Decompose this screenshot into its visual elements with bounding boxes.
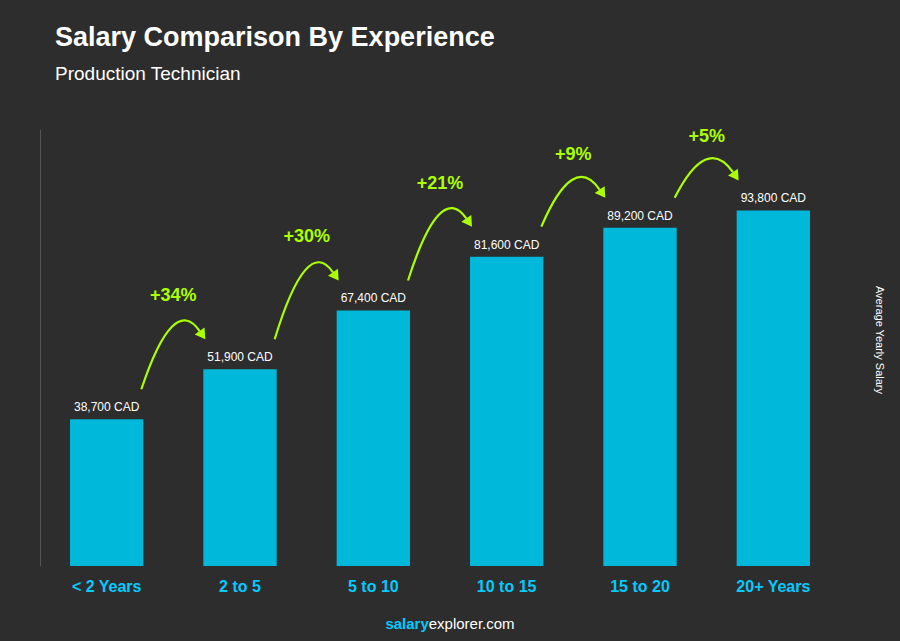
- svg-text:51,900 CAD: 51,900 CAD: [207, 350, 273, 364]
- svg-text:Production Technician: Production Technician: [55, 63, 241, 84]
- svg-text:89,200 CAD: 89,200 CAD: [607, 209, 673, 223]
- svg-text:salary: salary: [385, 615, 429, 632]
- svg-text:+34%: +34%: [150, 285, 197, 305]
- svg-text:20+ Years: 20+ Years: [736, 578, 810, 595]
- svg-text:38,700 CAD: 38,700 CAD: [74, 400, 140, 414]
- svg-text:10 to 15: 10 to 15: [477, 578, 537, 595]
- svg-text:+30%: +30%: [283, 226, 330, 246]
- svg-text:explorer.com: explorer.com: [429, 615, 515, 632]
- svg-text:< 2 Years: < 2 Years: [72, 578, 142, 595]
- svg-text:81,600 CAD: 81,600 CAD: [474, 238, 540, 252]
- svg-text:Salary Comparison By Experienc: Salary Comparison By Experience: [55, 22, 495, 52]
- svg-text:+5%: +5%: [688, 126, 725, 146]
- svg-text:15 to 20: 15 to 20: [610, 578, 670, 595]
- svg-text:93,800 CAD: 93,800 CAD: [741, 191, 807, 205]
- svg-text:67,400 CAD: 67,400 CAD: [341, 291, 407, 305]
- svg-text:+21%: +21%: [417, 173, 464, 193]
- svg-text:Average Yearly Salary: Average Yearly Salary: [874, 286, 886, 395]
- svg-text:2 to 5: 2 to 5: [219, 578, 261, 595]
- svg-text:5 to 10: 5 to 10: [348, 578, 399, 595]
- svg-text:+9%: +9%: [555, 144, 592, 164]
